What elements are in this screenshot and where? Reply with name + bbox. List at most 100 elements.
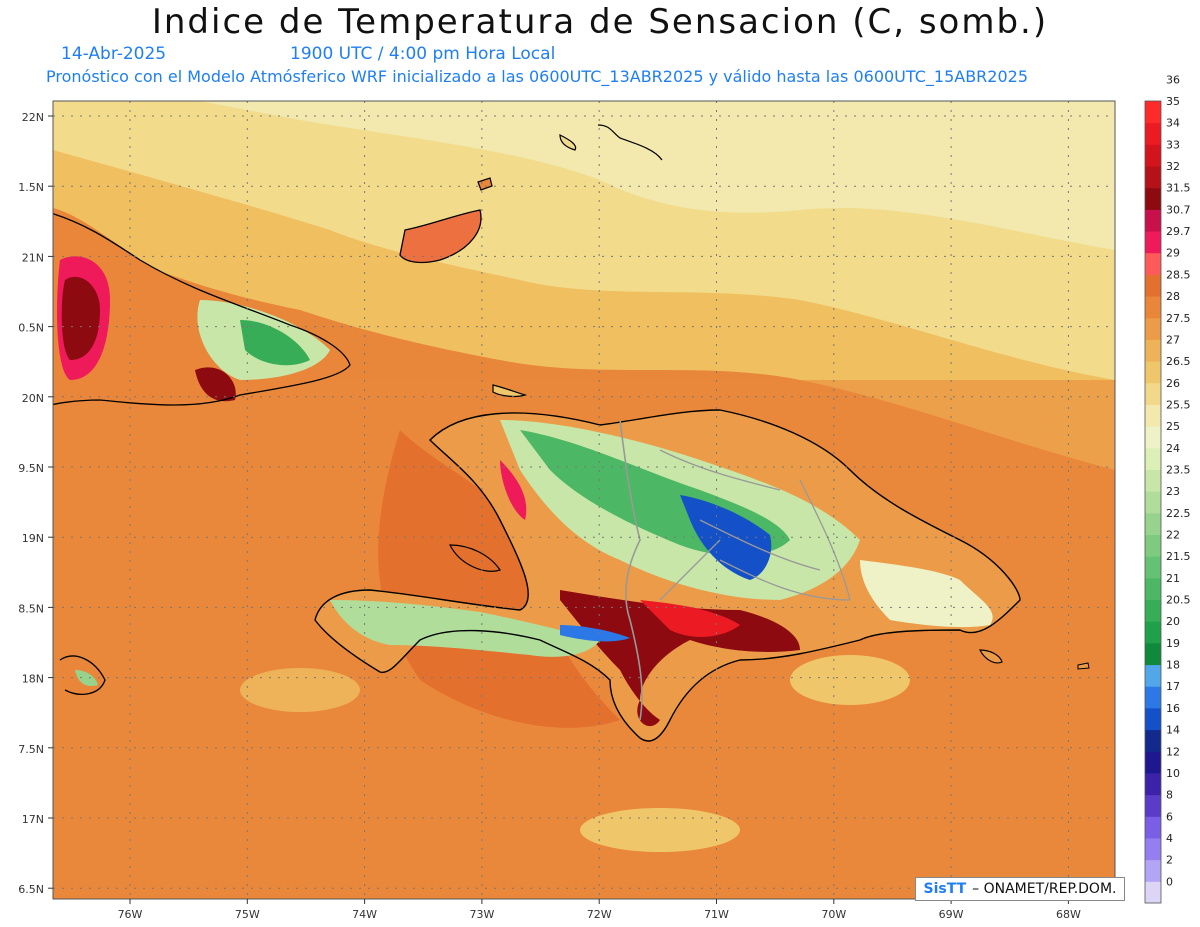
island-great-inagua [399, 209, 482, 264]
peninsula-cool-spot [560, 625, 630, 642]
colorbar-label: 0 [1166, 875, 1173, 888]
colorbar-swatch [1145, 447, 1161, 470]
credit-text: – ONAMET/REP.DOM. [972, 881, 1117, 897]
colorbar-swatch [1145, 577, 1161, 601]
sispi-logo: SisTT [923, 881, 967, 897]
colorbar-label: 30.7 [1166, 203, 1191, 216]
lat-label: 21N [22, 251, 44, 264]
lon-label: 71W [704, 908, 729, 921]
lon-label: 74W [352, 908, 377, 921]
colorbar-swatch [1145, 837, 1161, 861]
ocean-coolest-field [200, 101, 1115, 250]
jamaica-cool-zone [75, 670, 98, 687]
colorbar-label: 29 [1166, 247, 1180, 260]
colorbar-label: 20 [1166, 615, 1180, 628]
province-boundaries [659, 449, 851, 601]
southern-peninsula [330, 600, 600, 657]
colorbar-swatch [1145, 794, 1161, 817]
cuba-hot-spot [195, 367, 236, 402]
colorbar-label: 25.5 [1166, 398, 1191, 411]
colorbar-swatch [1145, 642, 1161, 666]
lat-label: 9.5N [18, 462, 44, 475]
lon-label: 69W [939, 908, 964, 921]
lon-label: 76W [118, 908, 143, 921]
colorbar-swatch [1145, 361, 1161, 384]
colorbar-label: 14 [1166, 724, 1180, 737]
cuba-hottest-zone [61, 276, 100, 360]
colorbar-swatch [1145, 296, 1161, 319]
lat-label: 18N [22, 673, 44, 686]
map-frame [52, 100, 1116, 900]
colorbar-label: 10 [1166, 767, 1180, 780]
colorbar-swatch [1145, 859, 1161, 882]
colorbar-label: 21 [1166, 572, 1180, 585]
colorbar-label: 36 [1166, 73, 1180, 86]
south-patch [790, 655, 910, 705]
lon-label: 70W [821, 908, 846, 921]
latitude-labels: 22N 1.5N 21N 0.5N 20N 9.5N 19N 8.5N 18N 7.5N 17N 6.… [18, 111, 53, 896]
colorbar-label: 32 [1166, 160, 1180, 173]
colorbar-swatch [1145, 491, 1161, 514]
colorbar-label: 28.5 [1166, 268, 1191, 281]
colorbar-swatch [1145, 686, 1161, 709]
south-patch [580, 808, 740, 852]
colorbar-label: 34 [1166, 117, 1180, 130]
colorbar-label: 28 [1166, 290, 1180, 303]
south-patch [240, 668, 360, 712]
colorbar-label: 21.5 [1166, 550, 1191, 563]
colorbar-label: 25 [1166, 420, 1180, 433]
colorbar-swatch [1145, 707, 1161, 731]
colorbar-label: 33 [1166, 138, 1180, 151]
lon-label: 75W [235, 908, 260, 921]
cuba-green-zone [240, 320, 310, 366]
colorbar-swatch [1145, 426, 1161, 449]
colorbar-label: 8 [1166, 789, 1173, 802]
colorbar-swatch [1145, 252, 1161, 275]
colorbar-label: 27.5 [1166, 312, 1191, 325]
colorbar-label: 20.5 [1166, 594, 1191, 607]
lat-label: 6.5N [18, 883, 44, 896]
model-note: Pronóstico con el Modelo Atmósferico WRF… [46, 67, 1029, 86]
colorbar-swatch [1145, 881, 1161, 904]
longitude-labels: 76W 75W 74W 73W 72W 71W 70W 69W 68W [118, 899, 1081, 921]
temperature-map [53, 101, 1115, 899]
colorbar-label: 16 [1166, 702, 1180, 715]
colorbar-swatch [1145, 534, 1161, 557]
colorbar-label: 12 [1166, 745, 1180, 758]
colorbar-swatch [1145, 664, 1161, 687]
legend-colorbar: 02468101214161718192020.52121.52222.5232… [1144, 73, 1191, 904]
colorbar-label: 19 [1166, 637, 1180, 650]
colorbar-swatch [1145, 382, 1161, 405]
colorbar-swatch [1145, 101, 1161, 124]
colorbar-swatch [1145, 187, 1161, 210]
hispaniola-hot-zone [560, 590, 800, 727]
lat-label: 8.5N [18, 602, 44, 615]
colorbar-label: 26 [1166, 377, 1180, 390]
credit-badge: SisTT – ONAMET/REP.DOM. [915, 877, 1125, 901]
colorbar-swatch [1145, 512, 1161, 536]
map-grid [53, 101, 1115, 899]
forecast-time: 1900 UTC / 4:00 pm Hora Local [290, 44, 556, 64]
lon-label: 68W [1056, 908, 1081, 921]
colorbar-swatch [1145, 729, 1161, 752]
colorbar-label: 23.5 [1166, 463, 1191, 476]
colorbar-swatch [1145, 209, 1161, 232]
cordillera-cold-zone [680, 495, 772, 580]
lat-label: 1.5N [18, 181, 44, 194]
colorbar-swatch [1145, 816, 1161, 839]
haiti-hot-spot [500, 460, 527, 520]
colorbar-label: 6 [1166, 810, 1173, 823]
colorbar-swatch [1145, 166, 1161, 189]
colorbar-swatch [1145, 274, 1161, 297]
colorbar-label: 24 [1166, 442, 1180, 455]
lat-label: 17N [22, 813, 44, 826]
colorbar-label: 26.5 [1166, 355, 1191, 368]
colorbar-swatch [1145, 231, 1161, 254]
colorbar-label: 2 [1166, 854, 1173, 867]
lon-label: 73W [469, 908, 494, 921]
gonave-island [449, 544, 501, 572]
colorbar-swatch [1145, 556, 1161, 579]
hispaniola-coastline [314, 409, 1021, 742]
colorbar-swatch [1145, 404, 1161, 427]
colorbar-swatch [1145, 621, 1161, 644]
